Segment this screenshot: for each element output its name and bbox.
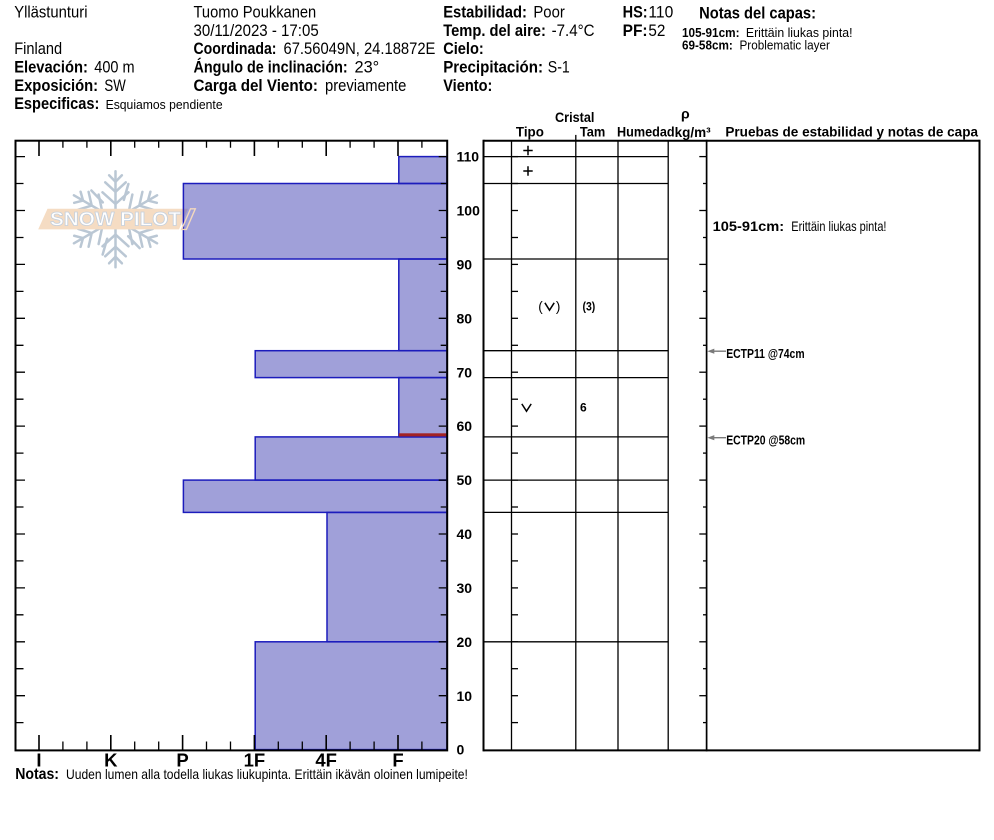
svg-text:K: K <box>104 749 118 770</box>
svg-text:Poor: Poor <box>533 4 565 22</box>
svg-text:30: 30 <box>457 580 473 596</box>
svg-text:52: 52 <box>648 22 665 40</box>
svg-text:SW: SW <box>104 77 126 95</box>
svg-text:Tipo: Tipo <box>516 124 544 140</box>
svg-text:105-91cm:: 105-91cm: <box>682 26 740 40</box>
svg-text:Cristal: Cristal <box>555 109 594 125</box>
svg-text:4F: 4F <box>315 749 337 770</box>
svg-text:Pruebas de estabilidad y notas: Pruebas de estabilidad y notas de capa <box>725 125 978 140</box>
svg-text:Exposición:: Exposición: <box>14 77 98 95</box>
svg-text:F: F <box>392 749 403 770</box>
svg-text:Tuomo Poukkanen: Tuomo Poukkanen <box>194 4 317 22</box>
svg-text:HS:: HS: <box>623 4 648 22</box>
svg-text:(: ( <box>538 299 543 314</box>
svg-text:80: 80 <box>457 310 473 326</box>
svg-text:30/11/2023 - 17:05: 30/11/2023 - 17:05 <box>194 22 319 40</box>
svg-text:60: 60 <box>457 418 473 434</box>
svg-text:Coordinada:: Coordinada: <box>194 40 277 58</box>
svg-text:0: 0 <box>457 742 465 758</box>
svg-text:23°: 23° <box>355 59 380 77</box>
svg-text:Carga del Viento:: Carga del Viento: <box>194 77 319 95</box>
svg-text:kg/m³: kg/m³ <box>675 125 712 140</box>
svg-text:previamente: previamente <box>325 77 406 95</box>
svg-text:10: 10 <box>457 688 473 704</box>
svg-text:P: P <box>176 749 188 770</box>
svg-text:): ) <box>556 299 561 314</box>
svg-text:Erittäin liukas pinta!: Erittäin liukas pinta! <box>791 218 886 234</box>
svg-text:-7.4°C: -7.4°C <box>552 22 595 40</box>
svg-text:90: 90 <box>457 257 473 273</box>
svg-text:Elevación:: Elevación: <box>14 59 88 77</box>
svg-text:S-1: S-1 <box>548 59 570 77</box>
svg-text:Tam: Tam <box>580 124 605 140</box>
svg-text:Notas:: Notas: <box>15 766 59 783</box>
svg-text:Precipitación:: Precipitación: <box>443 59 543 77</box>
svg-text:110: 110 <box>457 149 480 165</box>
svg-text:40: 40 <box>457 526 473 542</box>
svg-text:ECTP11 @74cm: ECTP11 @74cm <box>726 346 804 361</box>
svg-text:20: 20 <box>457 634 473 650</box>
svg-text:6: 6 <box>580 400 587 414</box>
svg-text:I: I <box>36 749 41 770</box>
svg-text:Viento:: Viento: <box>443 77 492 95</box>
svg-text:105-91cm:: 105-91cm: <box>713 218 785 234</box>
svg-text:Especificas:: Especificas: <box>14 95 99 113</box>
svg-text:50: 50 <box>457 472 473 488</box>
svg-text:Estabilidad:: Estabilidad: <box>443 4 527 22</box>
svg-text:ρ: ρ <box>681 106 690 122</box>
svg-text:Erittäin liukas pinta!: Erittäin liukas pinta! <box>746 26 853 40</box>
svg-text:110: 110 <box>648 4 673 22</box>
svg-text:Yllästunturi: Yllästunturi <box>14 4 87 22</box>
svg-text:Problematic layer: Problematic layer <box>740 38 830 52</box>
svg-text:69-58cm:: 69-58cm: <box>682 38 733 52</box>
svg-text:Temp. del aire:: Temp. del aire: <box>443 22 546 40</box>
svg-text:Cielo:: Cielo: <box>443 40 484 58</box>
svg-text:Humedad: Humedad <box>617 124 675 140</box>
svg-text:400 m: 400 m <box>94 59 134 77</box>
svg-text:Uuden lumen alla todella liuka: Uuden lumen alla todella liukas liukupin… <box>66 766 468 782</box>
svg-text:ECTP20 @58cm: ECTP20 @58cm <box>726 433 805 448</box>
svg-text:Finland: Finland <box>14 40 62 58</box>
svg-text:SNOW PILOT: SNOW PILOT <box>50 209 181 231</box>
svg-text:(3): (3) <box>583 300 596 314</box>
svg-text:70: 70 <box>457 364 473 380</box>
svg-text:Ángulo de inclinación:: Ángulo de inclinación: <box>194 58 348 77</box>
svg-text:Notas del capas:: Notas del capas: <box>699 4 816 23</box>
svg-text:PF:: PF: <box>623 22 648 40</box>
svg-text:Esquiamos pendiente: Esquiamos pendiente <box>106 98 223 112</box>
svg-text:1F: 1F <box>244 749 266 770</box>
svg-text:67.56049N, 24.18872E: 67.56049N, 24.18872E <box>284 40 436 58</box>
svg-text:100: 100 <box>457 203 481 219</box>
